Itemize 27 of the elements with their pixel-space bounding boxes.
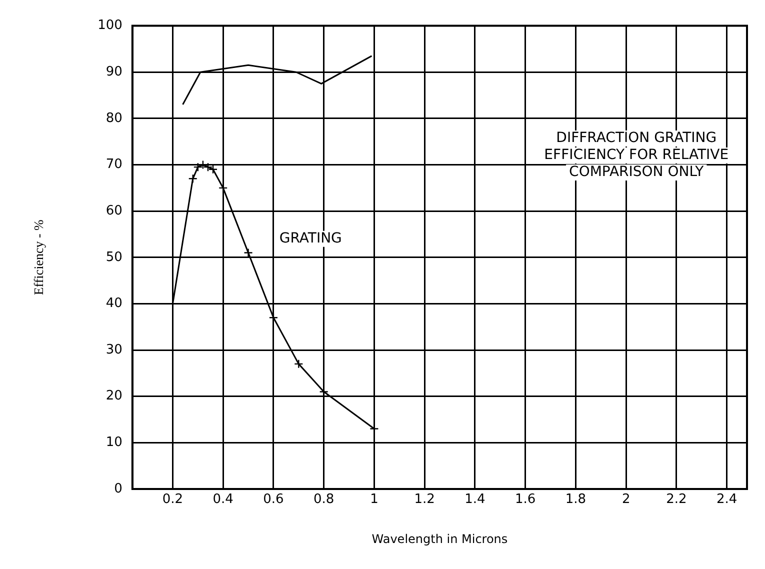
annotation: DIFFRACTION GRATING EFFICIENCY FOR RELATIVE COMPARISON ONLY	[544, 130, 729, 180]
x-tick-label: 2.2	[666, 492, 687, 508]
x-tick-label: 1.6	[515, 492, 536, 508]
y-tick-label: 100	[98, 18, 122, 34]
y-tick-label: 40	[106, 296, 122, 312]
y-tick-label: 0	[114, 481, 122, 496]
y-tick-label: 10	[106, 435, 122, 450]
y-tick-label: 20	[106, 388, 122, 404]
y-tick-label: 80	[106, 110, 122, 126]
y-tick-label: 50	[106, 250, 122, 265]
x-tick-label: 0.6	[263, 492, 284, 508]
x-tick-label: 2	[622, 492, 630, 508]
x-tick-label: 1.2	[414, 492, 435, 508]
x-tick-label: 1.8	[565, 492, 586, 508]
x-tick-label: 2.4	[716, 492, 738, 508]
x-tick-label: 0.2	[162, 492, 184, 508]
x-tick-label: 0.4	[212, 492, 234, 508]
y-tick-label: 30	[106, 342, 122, 358]
x-tick-label: 1	[370, 492, 378, 508]
y-tick-label: 70	[106, 157, 122, 172]
x-tick-label: 0.8	[314, 492, 334, 508]
y-axis-title: Efficiency - %	[31, 219, 46, 296]
annotation: GRATING	[279, 230, 342, 247]
x-tick-label: 1.4	[464, 492, 486, 508]
y-tick-label: 60	[106, 203, 122, 218]
x-axis-title: Wavelength in Microns	[372, 532, 508, 546]
y-tick-label: 90	[106, 64, 122, 80]
